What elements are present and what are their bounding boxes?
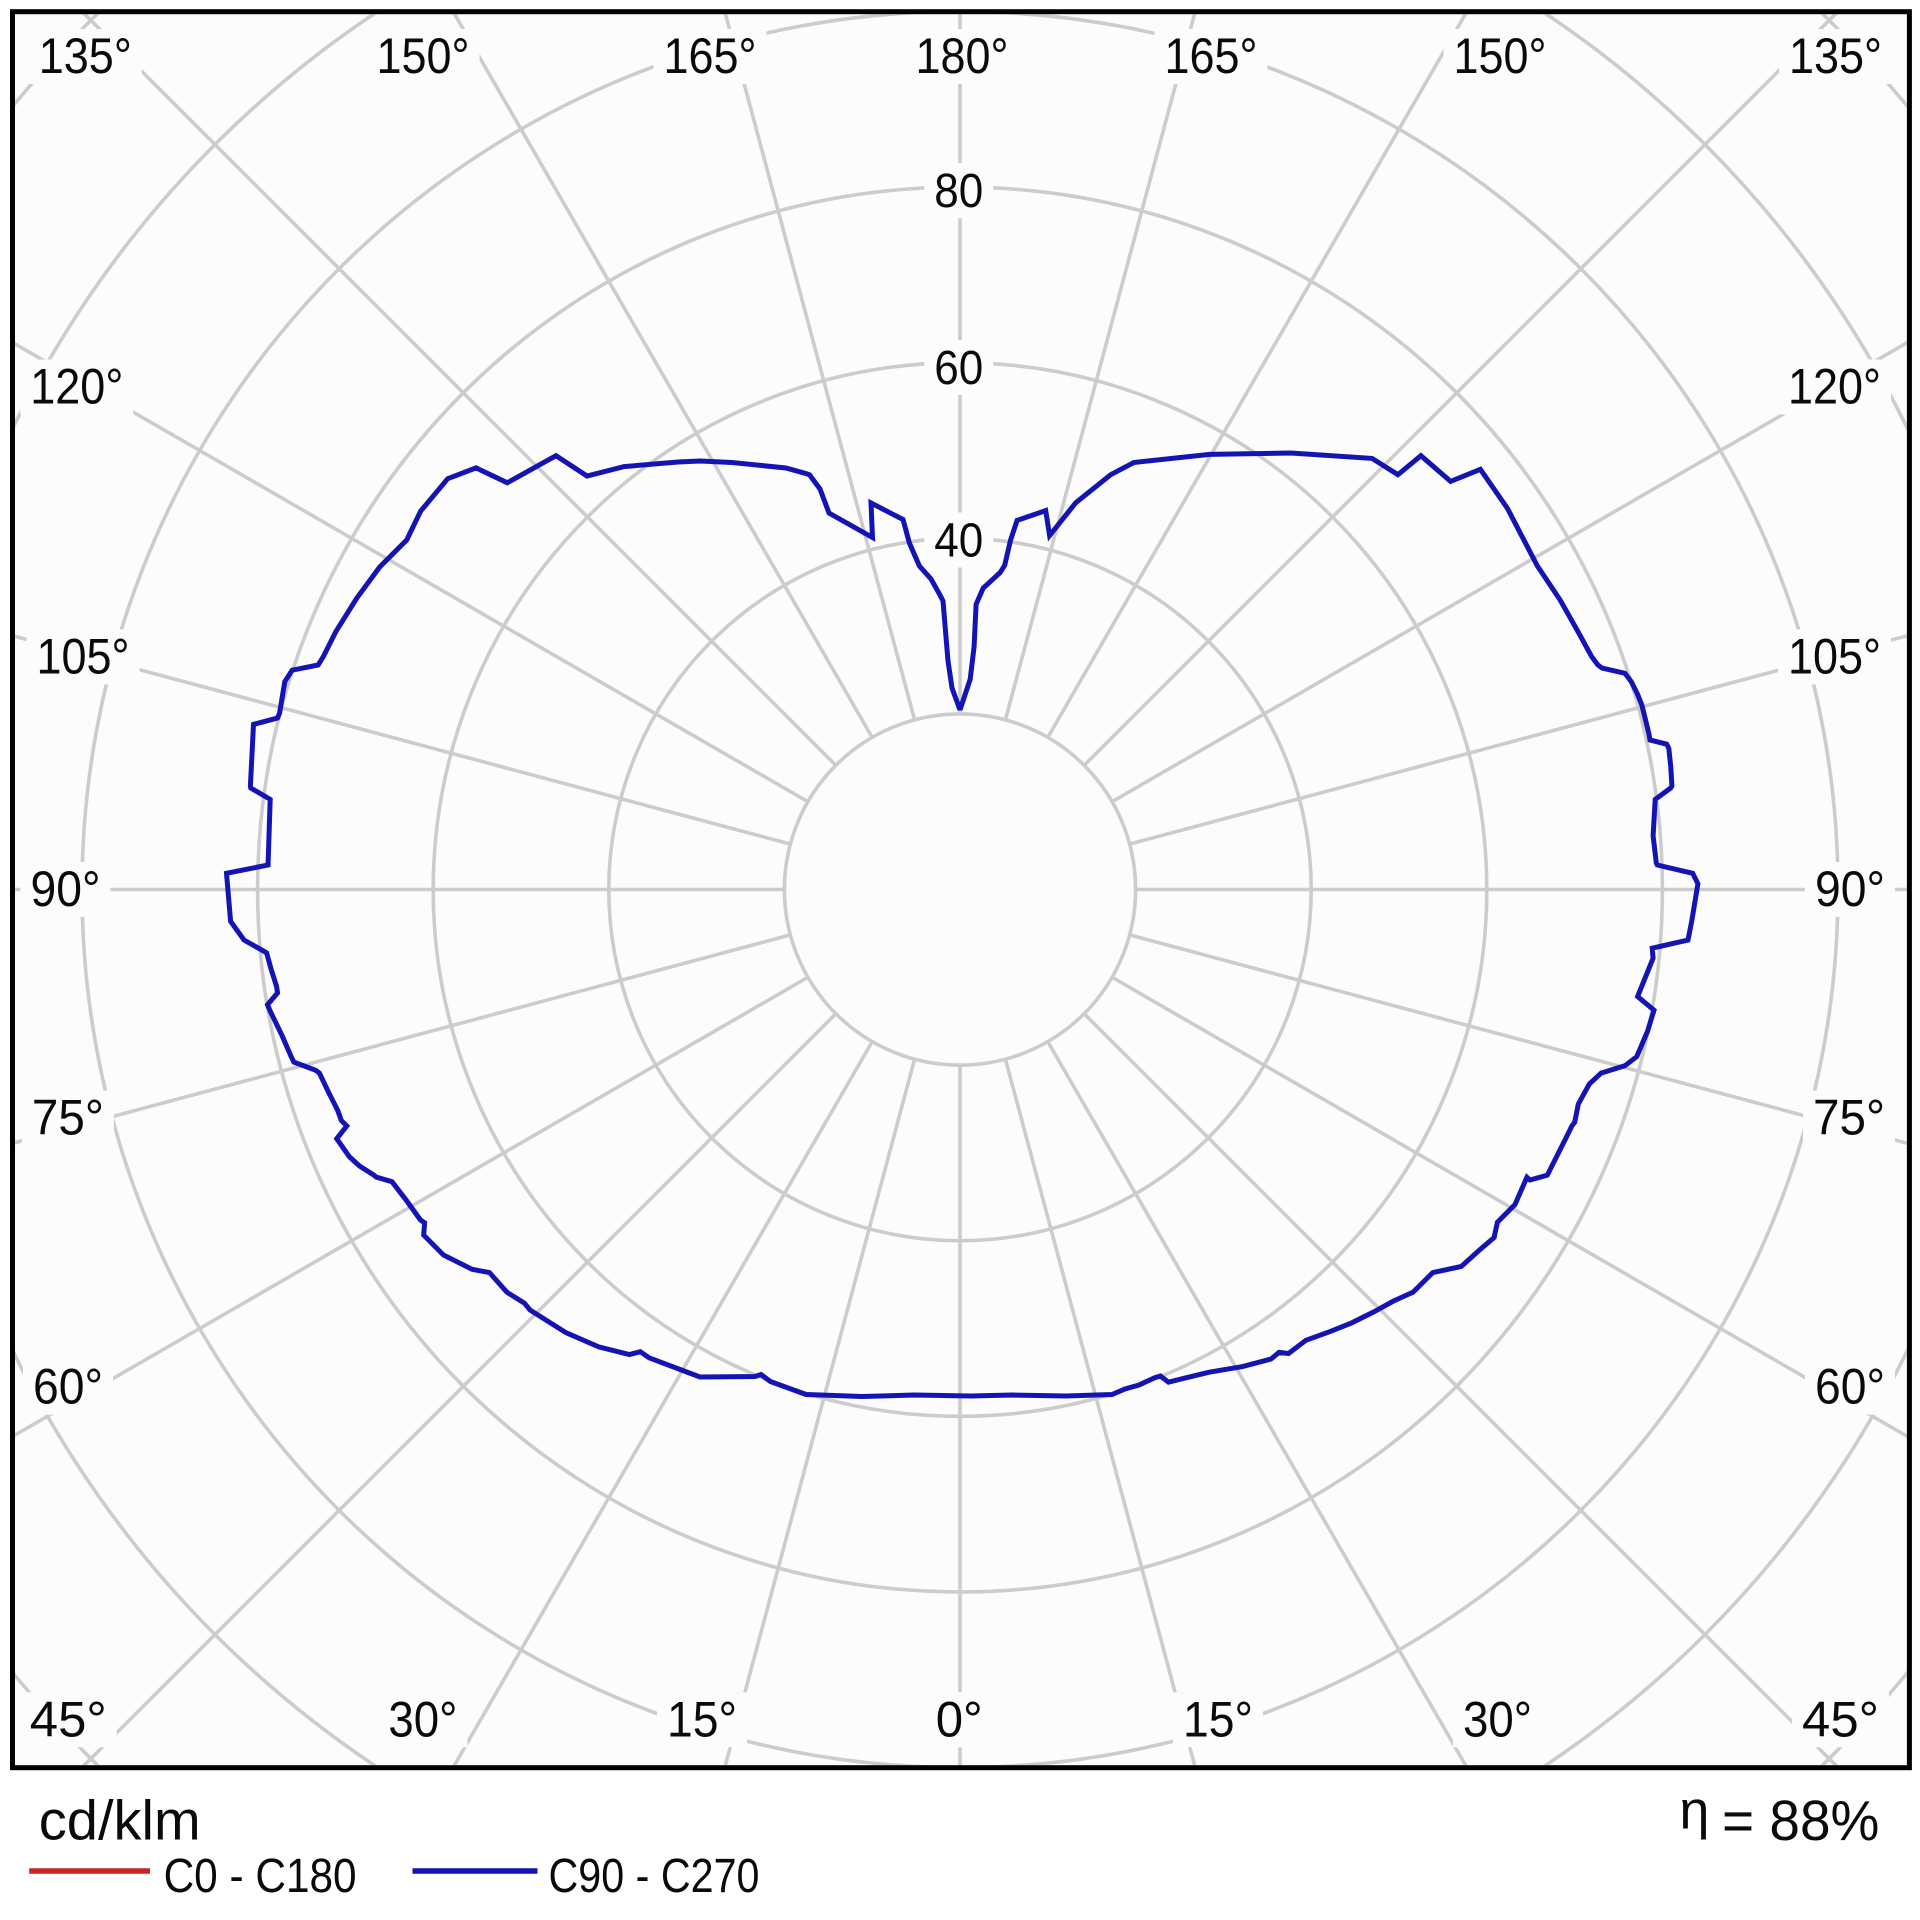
svg-text:η: η xyxy=(1679,1781,1709,1841)
svg-text:105°: 105° xyxy=(37,628,130,684)
svg-text:120°: 120° xyxy=(1788,359,1881,415)
svg-text:cd/klm: cd/klm xyxy=(39,1788,201,1851)
svg-text:30°: 30° xyxy=(1463,1691,1532,1747)
svg-text:15°: 15° xyxy=(667,1691,737,1747)
svg-text:105°: 105° xyxy=(1788,628,1881,684)
svg-text:180°: 180° xyxy=(916,28,1009,84)
svg-text:135°: 135° xyxy=(1789,28,1882,84)
svg-text:C0 - C180: C0 - C180 xyxy=(164,1850,357,1903)
svg-text:C90 - C270: C90 - C270 xyxy=(549,1850,760,1903)
svg-text:0°: 0° xyxy=(936,1691,983,1747)
svg-text:30°: 30° xyxy=(388,1691,457,1747)
svg-text:60: 60 xyxy=(934,342,983,395)
svg-text:45°: 45° xyxy=(30,1691,107,1747)
svg-text:150°: 150° xyxy=(1454,28,1547,84)
svg-text:60°: 60° xyxy=(33,1359,103,1415)
svg-text:90°: 90° xyxy=(1815,861,1885,917)
svg-text:60°: 60° xyxy=(1815,1359,1885,1415)
svg-text:120°: 120° xyxy=(30,359,123,415)
svg-text:90°: 90° xyxy=(31,861,101,917)
svg-text:= 88%: = 88% xyxy=(1722,1789,1879,1853)
svg-text:165°: 165° xyxy=(664,28,757,84)
svg-text:75°: 75° xyxy=(32,1090,104,1146)
svg-text:165°: 165° xyxy=(1165,28,1258,84)
svg-text:135°: 135° xyxy=(39,28,132,84)
svg-text:45°: 45° xyxy=(1802,1691,1879,1747)
svg-text:150°: 150° xyxy=(377,28,470,84)
svg-text:75°: 75° xyxy=(1813,1090,1885,1146)
svg-text:80: 80 xyxy=(934,165,983,218)
svg-text:15°: 15° xyxy=(1183,1691,1253,1747)
svg-text:40: 40 xyxy=(934,515,983,568)
